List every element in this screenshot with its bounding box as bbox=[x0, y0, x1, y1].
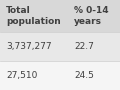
Bar bbox=[0, 0, 68, 32]
Text: 3,737,277: 3,737,277 bbox=[6, 42, 52, 51]
Bar bbox=[68, 32, 120, 61]
Bar bbox=[0, 61, 68, 90]
Text: 27,510: 27,510 bbox=[6, 71, 37, 80]
Text: 22.7: 22.7 bbox=[74, 42, 94, 51]
Text: Total
population: Total population bbox=[6, 6, 61, 26]
Bar bbox=[68, 0, 120, 32]
Bar bbox=[0, 32, 68, 61]
Bar bbox=[68, 61, 120, 90]
Text: % 0-14
years: % 0-14 years bbox=[74, 6, 109, 26]
Text: 24.5: 24.5 bbox=[74, 71, 94, 80]
